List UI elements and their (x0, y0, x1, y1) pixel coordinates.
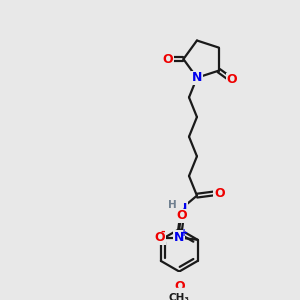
Text: N: N (177, 202, 187, 215)
Text: O: O (176, 209, 187, 222)
Text: O: O (174, 280, 184, 293)
Text: -: - (160, 226, 165, 237)
Text: O: O (226, 74, 237, 86)
Text: H: H (168, 200, 177, 210)
Text: N: N (192, 71, 202, 84)
Text: O: O (155, 231, 165, 244)
Text: +: + (180, 228, 188, 238)
Text: CH₃: CH₃ (169, 293, 190, 300)
Text: O: O (162, 52, 173, 66)
Text: O: O (214, 187, 224, 200)
Text: N: N (174, 231, 184, 244)
